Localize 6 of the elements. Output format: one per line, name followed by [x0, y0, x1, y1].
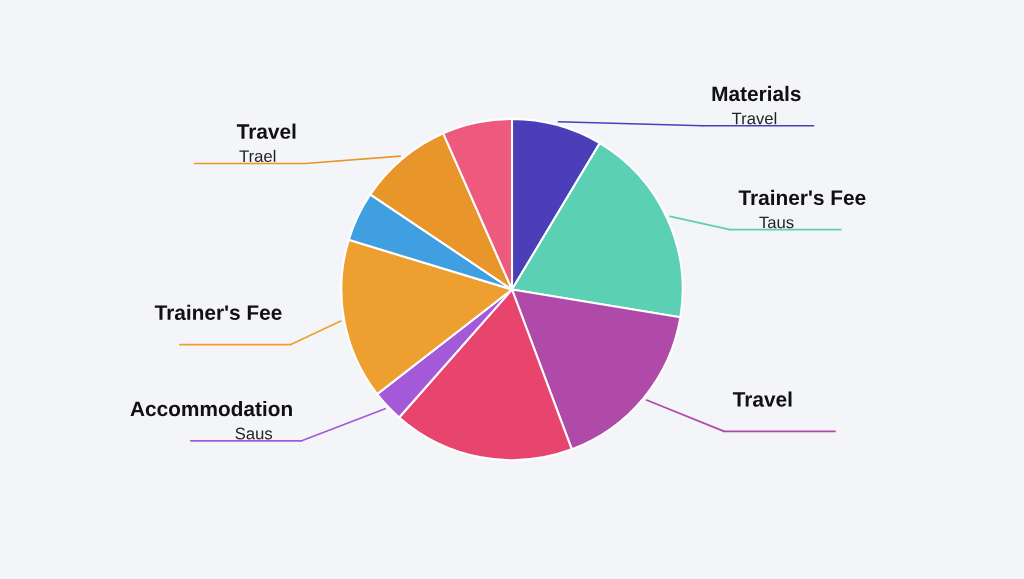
slice-label: Trainer's Fee Taus: [738, 189, 866, 229]
slice-label: Travel Trael: [236, 123, 296, 163]
slice-label: Trainer's Fee: [154, 304, 282, 321]
slice-label: Accommodation Saus: [130, 400, 292, 440]
slice-label: Travel: [732, 391, 792, 407]
slice-label: Materials Travel: [712, 85, 801, 125]
